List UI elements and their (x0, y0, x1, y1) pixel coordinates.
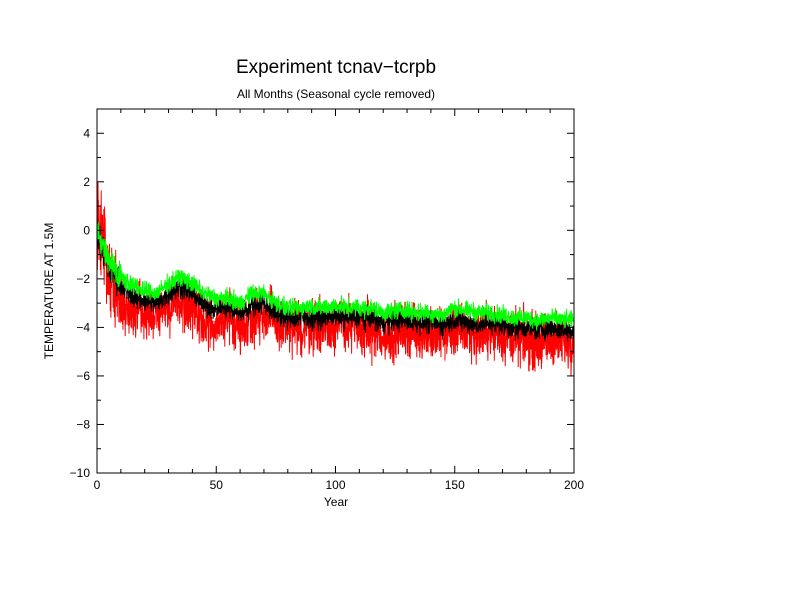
x-axis-label: Year (324, 495, 348, 509)
y-tick-label: −6 (76, 369, 90, 383)
x-tick-label: 150 (445, 478, 465, 492)
y-tick-label: −8 (76, 417, 90, 431)
x-tick-label: 0 (94, 478, 101, 492)
chart-subtitle: All Months (Seasonal cycle removed) (237, 87, 435, 101)
ticks-layer: 0 50 100 150 200 4 2 0 −2 −4 −6 −8 −10 (70, 108, 584, 492)
series-line-2 (96, 219, 575, 331)
x-tick-label: 50 (210, 478, 224, 492)
x-tick-label: 200 (564, 478, 584, 492)
y-tick-label: −10 (70, 466, 91, 480)
y-tick-label: 0 (83, 223, 90, 237)
chart-title: Experiment tcnav−tcrpb (236, 57, 436, 78)
series-layer (96, 182, 575, 377)
y-axis-label: TEMPERATURE AT 1.5M (42, 223, 56, 360)
y-tick-label: −2 (76, 272, 90, 286)
y-tick-label: 2 (83, 175, 90, 189)
x-tick-label: 100 (325, 478, 345, 492)
y-tick-label: −4 (76, 320, 90, 334)
y-tick-label: 4 (83, 126, 90, 140)
